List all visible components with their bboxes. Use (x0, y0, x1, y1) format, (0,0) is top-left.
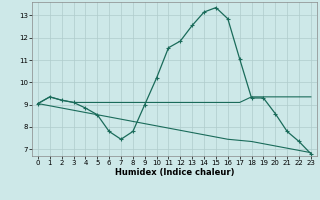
X-axis label: Humidex (Indice chaleur): Humidex (Indice chaleur) (115, 168, 234, 177)
